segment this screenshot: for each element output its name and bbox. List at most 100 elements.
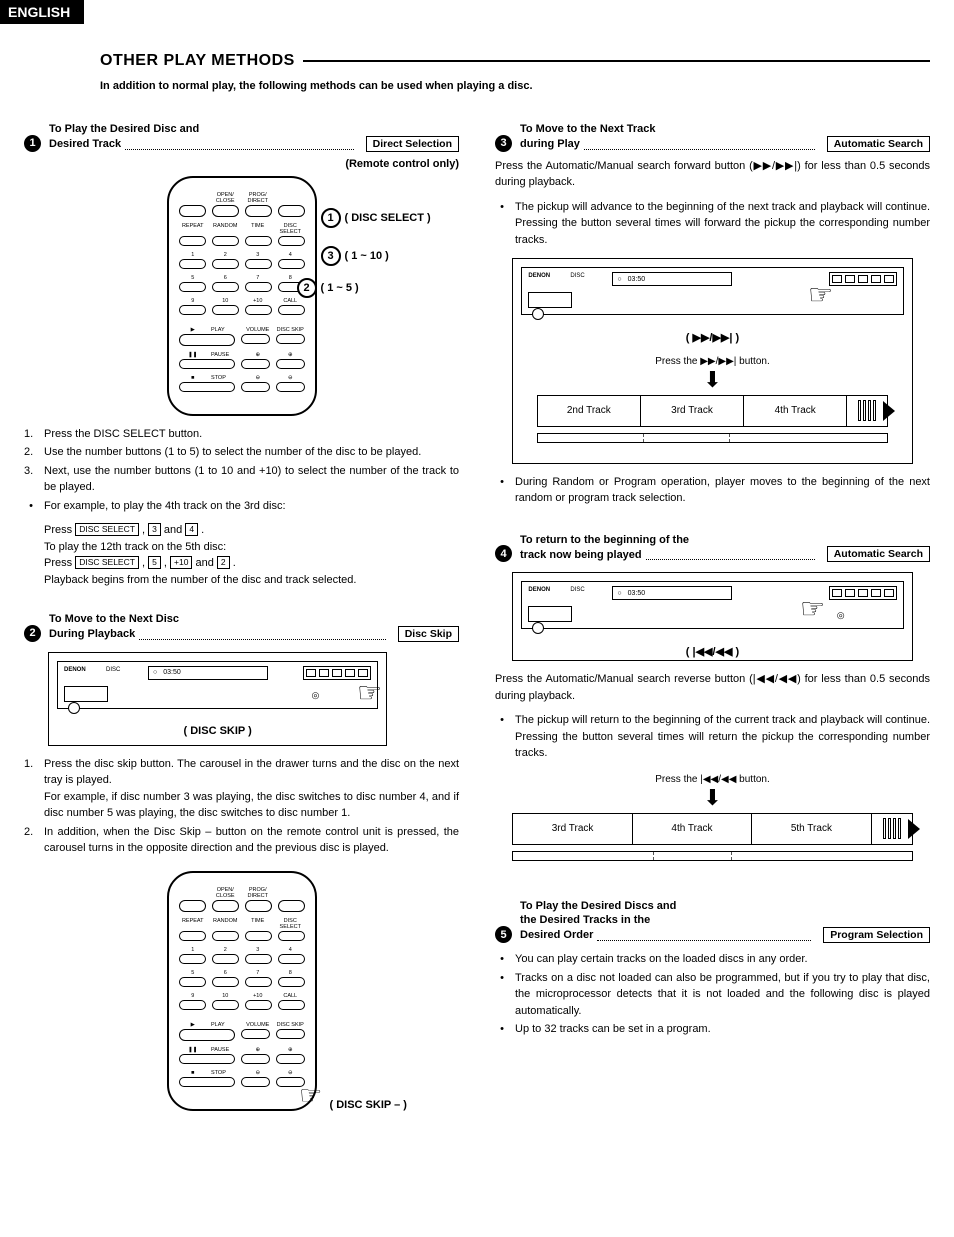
rl: 8 bbox=[276, 970, 305, 976]
s5-title-l2: the Desired Tracks in the bbox=[520, 913, 815, 928]
rl: 1 bbox=[179, 252, 208, 258]
rl: 7 bbox=[244, 275, 273, 281]
rl: RANDOM bbox=[211, 223, 240, 235]
dots bbox=[125, 149, 353, 150]
rl: 4 bbox=[276, 252, 305, 258]
rl: ⊕ bbox=[276, 352, 305, 358]
s1-cap3: ( 1 ~ 5 ) bbox=[321, 282, 359, 294]
s4-title-l1: To return to the beginning of the bbox=[520, 533, 819, 548]
left-column: 1 To Play the Desired Disc and Desired T… bbox=[24, 112, 459, 1121]
rl: 3 bbox=[244, 252, 273, 258]
language-tab: ENGLISH bbox=[0, 0, 84, 24]
s1-pill: Direct Selection bbox=[366, 136, 459, 152]
heading-rule bbox=[303, 60, 930, 62]
s2-player-caption: ( DISC SKIP ) bbox=[57, 725, 378, 737]
rl: 4 bbox=[276, 947, 305, 953]
rc-only-note: (Remote control only) bbox=[24, 158, 459, 170]
s1-press-a: Press DISC SELECT , 3 and 4 . bbox=[24, 522, 459, 539]
s4-p1: Press the Automatic/Manual search revers… bbox=[495, 671, 930, 704]
section-1-head: 1 To Play the Desired Disc and Desired T… bbox=[24, 122, 459, 152]
player-diagram-1: DENON DISC ○03:50 ◎ ☜ ( DISC SKIP ) bbox=[48, 652, 387, 746]
rl: ⊖ bbox=[244, 1070, 273, 1076]
section-4-num: 4 bbox=[495, 545, 512, 562]
main-heading: OTHER PLAY METHODS bbox=[100, 52, 930, 70]
s4-title-l2: track now being played bbox=[520, 548, 642, 563]
rl: REPEAT bbox=[179, 918, 208, 930]
rl: TIME bbox=[244, 918, 273, 930]
rl: VOLUME bbox=[244, 327, 273, 333]
track-a: 3rd Track bbox=[513, 814, 632, 844]
rl: ■ bbox=[179, 1070, 208, 1076]
hand-icon: ☜ bbox=[357, 679, 382, 707]
track-c: 5th Track bbox=[752, 814, 871, 844]
s5-title-l3: Desired Order bbox=[520, 928, 593, 943]
rl: 9 bbox=[179, 298, 208, 304]
disc-label: DISC bbox=[106, 667, 120, 673]
rl: ⊖ bbox=[276, 1070, 305, 1076]
brand: DENON bbox=[528, 587, 550, 593]
hand-icon: ☜ bbox=[299, 1080, 322, 1111]
rl: STOP bbox=[211, 1070, 240, 1076]
brand: DENON bbox=[528, 273, 550, 279]
section-2-num: 2 bbox=[24, 625, 41, 642]
s3-b1: The pickup will advance to the beginning… bbox=[515, 199, 930, 249]
s1-press-b: Press DISC SELECT , 5 , +10 and 2 . bbox=[24, 555, 459, 572]
rl: +10 bbox=[244, 298, 273, 304]
track-row-fwd: 2nd Track 3rd Track 4th Track bbox=[537, 395, 889, 427]
s1-title-line1: To Play the Desired Disc and bbox=[49, 122, 358, 137]
section-1-num: 1 bbox=[24, 135, 41, 152]
heading-text: OTHER PLAY METHODS bbox=[100, 52, 295, 70]
page-content: OTHER PLAY METHODS In addition to normal… bbox=[0, 52, 954, 1161]
s2-title-l2: During Playback bbox=[49, 627, 135, 642]
rl: PAUSE bbox=[211, 1047, 240, 1053]
s3-title-l2: during Play bbox=[520, 137, 580, 152]
s4-b1: The pickup will return to the beginning … bbox=[515, 712, 930, 762]
s5-pill: Program Selection bbox=[823, 927, 930, 943]
rl: 10 bbox=[211, 298, 240, 304]
rl: ⊕ bbox=[244, 1047, 273, 1053]
rl: ▶ bbox=[179, 1022, 208, 1028]
remote-diagram-1: OPEN/ CLOSEPROG/ DIRECT REPEATRANDOMTIME… bbox=[24, 176, 459, 416]
down-arrow-icon: ⬇ bbox=[537, 371, 889, 389]
rl: 1 bbox=[179, 947, 208, 953]
s2-step-1b: For example, if disc number 3 was playin… bbox=[44, 791, 459, 820]
s1-bullet: For example, to play the 4th track on th… bbox=[44, 498, 459, 515]
flow-rev: Press the |◀◀/◀◀ button. ⬇ 3rd Track 4th… bbox=[512, 774, 912, 861]
section-5-head: 5 To Play the Desired Discs and the Desi… bbox=[495, 899, 930, 944]
s1-cap1: ( DISC SELECT ) bbox=[345, 212, 431, 224]
rl: VOLUME bbox=[244, 1022, 273, 1028]
time-disp: 03:50 bbox=[628, 590, 646, 597]
s2-step-2: In addition, when the Disc Skip – button… bbox=[44, 824, 459, 857]
rl: CALL bbox=[276, 993, 305, 999]
s1-step-1: Press the DISC SELECT button. bbox=[44, 426, 459, 443]
disc-label: DISC bbox=[570, 273, 584, 279]
down-arrow-icon: ⬇ bbox=[512, 789, 912, 807]
track-a: 2nd Track bbox=[538, 396, 641, 426]
rl: 5 bbox=[179, 275, 208, 281]
rl: DISC SELECT bbox=[276, 223, 305, 235]
rl: 2 bbox=[211, 252, 240, 258]
rl: ⊕ bbox=[276, 1047, 305, 1053]
rl: ❚❚ bbox=[179, 352, 208, 358]
s1-cap2: ( 1 ~ 10 ) bbox=[345, 250, 389, 262]
track-b: 3rd Track bbox=[641, 396, 744, 426]
s1-steps: 1.Press the DISC SELECT button. 2.Use th… bbox=[24, 426, 459, 515]
remote-body-2: OPEN/ CLOSEPROG/ DIRECT REPEATRANDOMTIME… bbox=[167, 871, 317, 1111]
s3-p1: Press the Automatic/Manual search forwar… bbox=[495, 158, 930, 191]
section-5-num: 5 bbox=[495, 926, 512, 943]
rl: ⊖ bbox=[244, 375, 273, 381]
s3-player-caption: ( ▶▶/▶▶| ) bbox=[521, 331, 903, 344]
rl: CALL bbox=[276, 298, 305, 304]
rl: OPEN/ CLOSE bbox=[211, 887, 240, 899]
remote-body: OPEN/ CLOSEPROG/ DIRECT REPEATRANDOMTIME… bbox=[167, 176, 317, 416]
rl: +10 bbox=[244, 993, 273, 999]
rl: ▶ bbox=[179, 327, 208, 333]
s2-title-l1: To Move to the Next Disc bbox=[49, 612, 390, 627]
s1-title-line2: Desired Track bbox=[49, 137, 121, 152]
rl: 7 bbox=[244, 970, 273, 976]
s4-pill: Automatic Search bbox=[827, 546, 930, 562]
rl: ❚❚ bbox=[179, 1047, 208, 1053]
rl: 10 bbox=[211, 993, 240, 999]
track-b: 4th Track bbox=[633, 814, 752, 844]
s1-step-2: Use the number buttons (1 to 5) to selec… bbox=[44, 444, 459, 461]
